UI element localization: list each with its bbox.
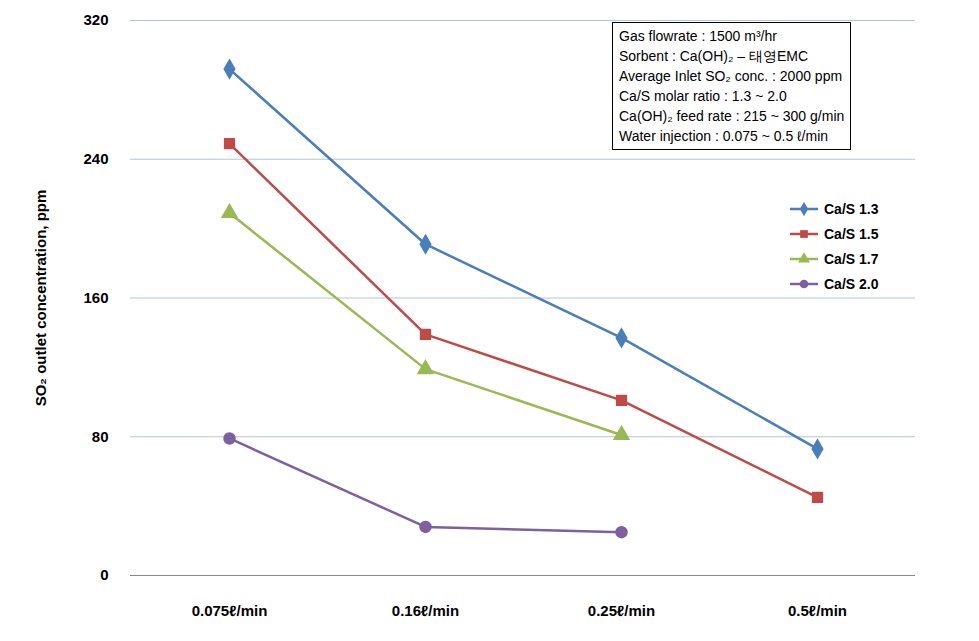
svg-text:0.075ℓ/min: 0.075ℓ/min — [192, 602, 268, 619]
html-text:Sorbent : Ca(OH)₂ – 태영EMC: Sorbent : Ca(OH)₂ – 태영EMC — [619, 48, 808, 64]
html-text:Water injection : 0.075 ~ 0.5: Water injection : 0.075 ~ 0.5 ℓ/min — [619, 128, 829, 144]
html-text:Ca(OH)₂ feed rate : 215 ~ 300: Ca(OH)₂ feed rate : 215 ~ 300 g/min — [619, 108, 845, 124]
svg-text:SO₂ outlet concentration, ppm: SO₂ outlet concentration, ppm — [32, 190, 49, 407]
html-text:Ca/S 1.5: Ca/S 1.5 — [824, 225, 879, 242]
svg-text:0: 0 — [100, 566, 108, 583]
svg-text:0.25ℓ/min: 0.25ℓ/min — [588, 602, 655, 619]
svg-text:0.5ℓ/min: 0.5ℓ/min — [788, 602, 847, 619]
svg-text:0.16ℓ/min: 0.16ℓ/min — [392, 602, 459, 619]
html-text:Ca/S molar ratio : 1.3 ~ 2.0: Ca/S molar ratio : 1.3 ~ 2.0 — [619, 88, 787, 104]
html-text:Gas flowrate : 1500 m³/hr: Gas flowrate : 1500 m³/hr — [619, 28, 777, 44]
svg-text:240: 240 — [83, 150, 108, 167]
svg-text:80: 80 — [92, 428, 109, 445]
html-text:Ca/S 1.3: Ca/S 1.3 — [824, 200, 879, 217]
html-text:Ca/S 1.7: Ca/S 1.7 — [824, 250, 879, 267]
svg-text:320: 320 — [83, 11, 108, 28]
html-text:Ca/S 2.0: Ca/S 2.0 — [824, 275, 879, 292]
svg-text:160: 160 — [83, 289, 108, 306]
html-text:Average Inlet SO₂ conc. : 2000: Average Inlet SO₂ conc. : 2000 ppm — [619, 68, 843, 84]
